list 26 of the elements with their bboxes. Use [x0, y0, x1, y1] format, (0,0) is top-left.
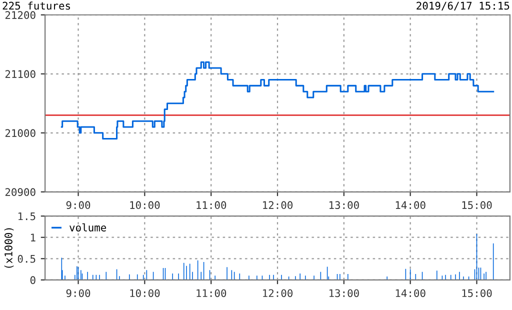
x-tick-label: 9:00 — [66, 201, 90, 210]
x-tick-label: 12:00 — [263, 289, 293, 298]
y-tick-label: 21000 — [5, 129, 36, 138]
y-tick-label: 21200 — [5, 11, 36, 20]
x-tick-label: 13:00 — [329, 201, 359, 210]
x-tick-label: 9:00 — [66, 289, 90, 298]
y-tick-label: 21100 — [5, 70, 36, 78]
x-tick-label: 11:00 — [196, 289, 226, 298]
legend-label: volume — [70, 223, 106, 232]
y-axis-title: (x1000) — [4, 228, 14, 268]
y-tick-label: 1 — [31, 234, 36, 242]
x-tick-label: 12:00 — [263, 201, 293, 210]
x-tick-label: 10:00 — [130, 289, 160, 298]
y-tick-label: 0.5 — [18, 254, 36, 263]
y-tick-label: 20900 — [5, 188, 36, 196]
x-tick-label: 14:00 — [396, 289, 426, 298]
x-tick-label: 10:00 — [130, 201, 160, 210]
x-tick-label: 13:00 — [329, 289, 359, 298]
x-tick-label: 15:00 — [462, 289, 492, 298]
x-tick-label: 14:00 — [396, 201, 426, 210]
text: 2019/6/17 15:15 — [416, 2, 510, 10]
chart-title: 225 futures — [2, 2, 70, 10]
y-tick-label: 0 — [30, 276, 36, 284]
x-tick-label: 15:00 — [462, 201, 492, 210]
y-tick-label: 1.5 — [18, 212, 36, 220]
x-tick-label: 11:00 — [196, 201, 226, 210]
